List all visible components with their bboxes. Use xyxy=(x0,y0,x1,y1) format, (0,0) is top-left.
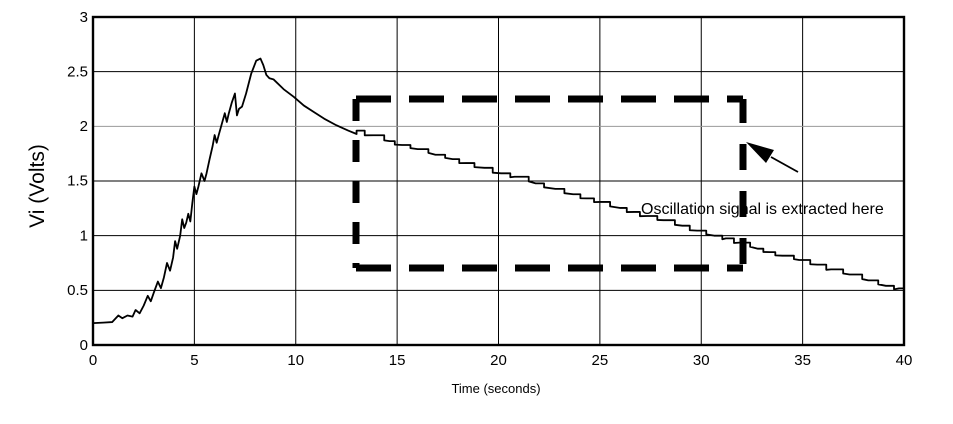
svg-text:Time (seconds): Time (seconds) xyxy=(451,381,540,396)
svg-text:2: 2 xyxy=(80,118,88,135)
svg-text:Vi (Volts): Vi (Volts) xyxy=(26,144,49,228)
svg-text:1.5: 1.5 xyxy=(67,173,88,190)
svg-text:30: 30 xyxy=(693,352,710,369)
svg-text:0.5: 0.5 xyxy=(67,282,88,299)
svg-text:3: 3 xyxy=(80,9,88,26)
svg-text:1: 1 xyxy=(80,228,88,245)
svg-text:40: 40 xyxy=(896,352,913,369)
svg-text:10: 10 xyxy=(287,352,304,369)
svg-text:2.5: 2.5 xyxy=(67,64,88,81)
svg-text:15: 15 xyxy=(389,352,406,369)
svg-text:25: 25 xyxy=(592,352,609,369)
svg-text:20: 20 xyxy=(490,352,507,369)
svg-text:0: 0 xyxy=(89,352,97,369)
svg-text:0: 0 xyxy=(80,337,88,354)
svg-text:35: 35 xyxy=(794,352,811,369)
svg-text:5: 5 xyxy=(190,352,198,369)
svg-text:Oscillation signal is extracte: Oscillation signal is extracted here xyxy=(641,201,884,218)
